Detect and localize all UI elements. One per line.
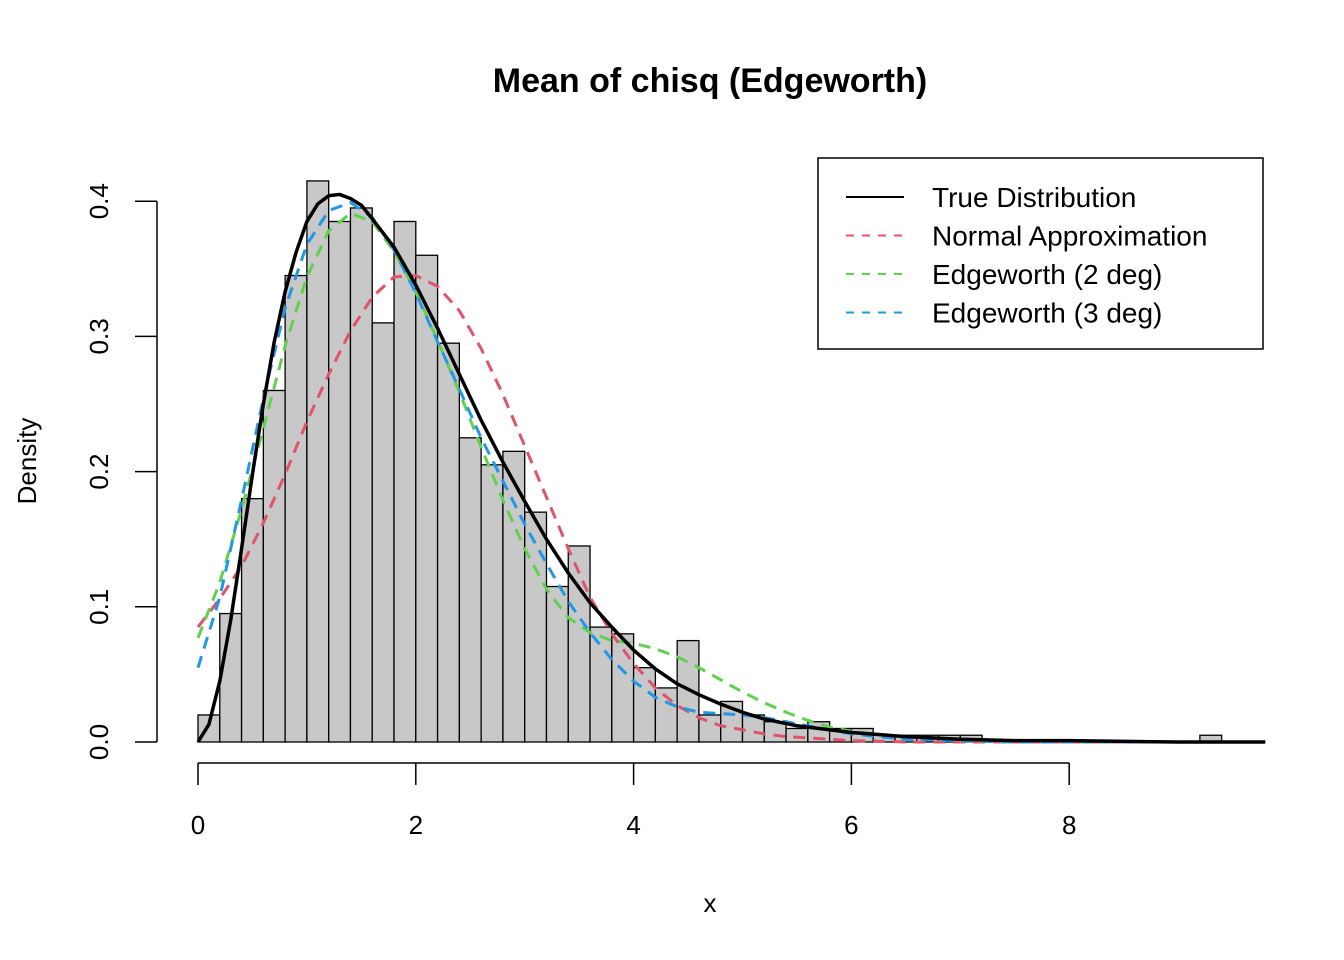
histogram-bar: [371, 322, 395, 743]
chart-title: Mean of chisq (Edgeworth): [493, 62, 927, 100]
histogram-bar: [328, 220, 352, 743]
histogram-bar: [763, 721, 787, 743]
histogram-bars: [197, 180, 1223, 743]
x-axis: 0 2 4 6 8: [191, 762, 1076, 840]
histogram-bar: [262, 389, 286, 743]
y-tick-label: 0.0: [84, 724, 114, 760]
histogram-bar: [524, 511, 548, 743]
histogram-bar: [219, 612, 243, 743]
histogram-bar: [458, 437, 482, 743]
histogram-bar: [480, 464, 504, 743]
series-line: [196, 192, 1266, 744]
x-tick-label: 0: [191, 810, 205, 840]
y-tick-label: 0.4: [84, 183, 114, 219]
histogram-bar: [632, 666, 657, 743]
legend-label: Normal Approximation: [932, 221, 1207, 252]
histogram-bar: [415, 254, 439, 743]
x-tick-label: 4: [626, 810, 640, 840]
y-axis: 0.0 0.1 0.2 0.3 0.4: [84, 183, 158, 760]
histogram-bar: [349, 207, 373, 743]
x-tick-label: 2: [409, 810, 423, 840]
histogram-bar: [545, 585, 569, 743]
histogram-bar: [284, 274, 308, 743]
histogram-bar: [676, 639, 700, 743]
histogram-bar: [785, 727, 809, 743]
density-curves: [196, 192, 1266, 744]
y-tick-label: 0.3: [84, 318, 114, 354]
histogram-bar: [306, 180, 330, 743]
legend-label: Edgeworth (2 deg): [932, 259, 1162, 290]
histogram-bar: [436, 342, 461, 743]
x-tick-label: 6: [844, 810, 858, 840]
series-line: [196, 274, 1266, 744]
y-tick-label: 0.1: [84, 589, 114, 625]
legend: True Distribution Normal Approximation Edg…: [817, 157, 1264, 350]
x-axis-label: x: [704, 888, 717, 918]
histogram-bar: [393, 220, 417, 743]
histogram-bar: [589, 626, 613, 743]
legend-box: [817, 157, 1264, 350]
x-tick-label: 8: [1062, 810, 1076, 840]
y-tick-label: 0.2: [84, 454, 114, 490]
y-axis-label: Density: [12, 418, 42, 505]
legend-label: Edgeworth (3 deg): [932, 298, 1162, 329]
legend-label: True Distribution: [932, 182, 1136, 213]
